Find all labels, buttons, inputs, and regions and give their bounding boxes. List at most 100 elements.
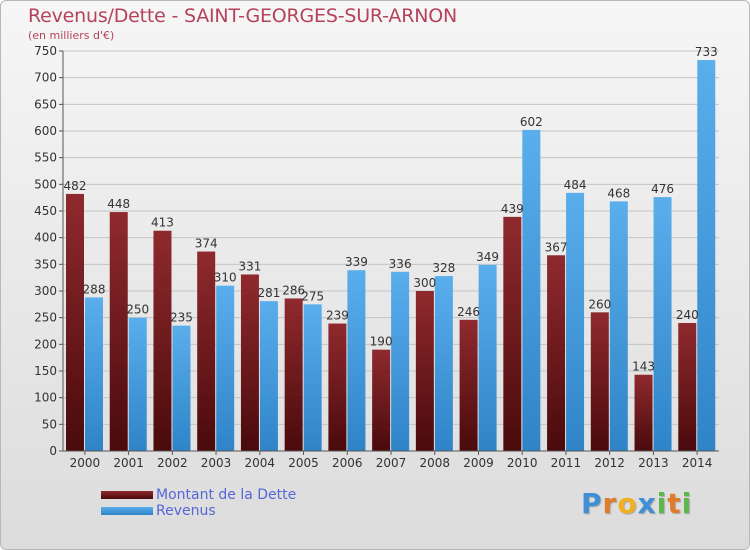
data-label-revenus-2000: 288 — [83, 282, 106, 296]
data-label-debt-2001: 448 — [107, 197, 130, 211]
bar-debt-2010 — [503, 216, 522, 451]
data-label-debt-2000: 482 — [64, 179, 87, 193]
bar-debt-2013 — [634, 374, 653, 451]
bar-revenus-2006 — [347, 270, 366, 451]
bar-revenus-2010 — [522, 129, 541, 451]
bar-revenus-2012 — [609, 201, 628, 451]
data-label-debt-2013: 143 — [632, 360, 655, 374]
data-label-revenus-2010: 602 — [520, 115, 543, 129]
data-label-debt-2014: 240 — [676, 308, 699, 322]
bar-debt-2014 — [678, 323, 697, 451]
x-tick-label: 2010 — [507, 456, 538, 470]
bar-revenus-2011 — [566, 192, 585, 451]
y-tick-label: 200 — [34, 337, 57, 351]
data-label-revenus-2011: 484 — [564, 178, 587, 192]
x-tick-label: 2005 — [288, 456, 319, 470]
x-tick-label: 2002 — [157, 456, 188, 470]
y-tick-label: 700 — [34, 71, 57, 85]
chart-title: Revenus/Dette - SAINT-GEORGES-SUR-ARNON — [28, 5, 457, 27]
logo-letter: t — [667, 487, 682, 520]
proxiti-logo: Proxiti — [581, 487, 692, 520]
data-label-debt-2011: 367 — [545, 240, 568, 254]
x-tick-label: 2011 — [551, 456, 582, 470]
y-tick-label: 450 — [34, 204, 57, 218]
y-tick-label: 100 — [34, 391, 57, 405]
data-label-revenus-2006: 339 — [345, 255, 368, 269]
data-label-revenus-2009: 349 — [476, 250, 499, 264]
data-label-debt-2007: 190 — [370, 335, 393, 349]
x-tick-label: 2006 — [332, 456, 363, 470]
logo-letter: i — [681, 487, 693, 520]
y-tick-label: 650 — [34, 97, 57, 111]
logo-letter: o — [617, 487, 638, 520]
bar-debt-2005 — [284, 298, 303, 451]
data-label-revenus-2001: 250 — [126, 303, 149, 317]
data-label-revenus-2002: 235 — [170, 311, 193, 325]
x-tick-label: 2000 — [70, 456, 101, 470]
data-label-revenus-2003: 310 — [214, 271, 237, 285]
x-tick-label: 2007 — [376, 456, 407, 470]
data-label-debt-2009: 246 — [457, 305, 480, 319]
bar-debt-2001 — [109, 212, 128, 451]
bar-revenus-2013 — [653, 197, 672, 451]
data-label-debt-2006: 239 — [326, 309, 349, 323]
data-label-debt-2008: 300 — [413, 276, 436, 290]
y-tick-label: 150 — [34, 364, 57, 378]
data-label-revenus-2013: 476 — [651, 182, 674, 196]
y-tick-label: 250 — [34, 311, 57, 325]
data-label-debt-2005: 286 — [282, 283, 305, 297]
bar-debt-2000 — [66, 193, 84, 451]
y-tick-label: 50 — [42, 417, 57, 431]
bar-debt-2007 — [372, 349, 391, 451]
bar-debt-2009 — [459, 319, 478, 451]
y-tick-label: 550 — [34, 151, 57, 165]
bar-debt-2012 — [590, 312, 609, 451]
data-label-debt-2002: 413 — [151, 216, 174, 230]
y-tick-label: 0 — [49, 444, 57, 458]
data-label-revenus-2008: 328 — [432, 261, 455, 275]
logo-letter: P — [581, 487, 603, 520]
bar-revenus-2004 — [259, 301, 278, 451]
legend-label-revenus: Revenus — [156, 503, 216, 519]
data-label-revenus-2014: 733 — [695, 45, 718, 59]
bar-revenus-2001 — [128, 317, 147, 451]
x-tick-label: 2014 — [682, 456, 713, 470]
data-label-debt-2012: 260 — [588, 297, 611, 311]
x-tick-label: 2009 — [463, 456, 494, 470]
data-label-debt-2004: 331 — [238, 259, 261, 273]
x-tick-label: 2008 — [419, 456, 450, 470]
bar-debt-2003 — [197, 251, 216, 451]
logo-letter: r — [602, 487, 618, 520]
bar-debt-2008 — [415, 291, 434, 451]
x-tick-label: 2001 — [113, 456, 144, 470]
bar-revenus-2005 — [303, 304, 322, 451]
y-tick-label: 500 — [34, 177, 57, 191]
data-label-revenus-2007: 336 — [389, 257, 412, 271]
bar-revenus-2003 — [216, 285, 235, 451]
legend-swatch-revenus — [101, 507, 153, 515]
bar-revenus-2008 — [434, 276, 453, 451]
bar-debt-2004 — [240, 274, 259, 451]
y-tick-label: 750 — [34, 44, 57, 58]
bar-revenus-2002 — [172, 325, 191, 451]
bar-revenus-2007 — [391, 271, 410, 451]
data-label-debt-2010: 439 — [501, 202, 524, 216]
data-label-revenus-2004: 281 — [257, 286, 280, 300]
x-tick-label: 2013 — [638, 456, 669, 470]
y-tick-label: 600 — [34, 124, 57, 138]
bar-debt-2006 — [328, 323, 347, 451]
data-label-debt-2003: 374 — [195, 237, 218, 251]
x-tick-label: 2012 — [594, 456, 625, 470]
bar-revenus-2009 — [478, 264, 497, 451]
logo-letter: x — [637, 487, 657, 520]
chart-subtitle: (en milliers d'€) — [28, 29, 115, 42]
data-label-revenus-2012: 468 — [607, 186, 630, 200]
bar-revenus-2014 — [697, 60, 716, 452]
legend-label-debt: Montant de la Dette — [156, 487, 297, 503]
data-label-revenus-2005: 275 — [301, 289, 324, 303]
x-tick-label: 2003 — [201, 456, 232, 470]
y-tick-label: 400 — [34, 231, 57, 245]
bar-revenus-2000 — [85, 297, 103, 451]
